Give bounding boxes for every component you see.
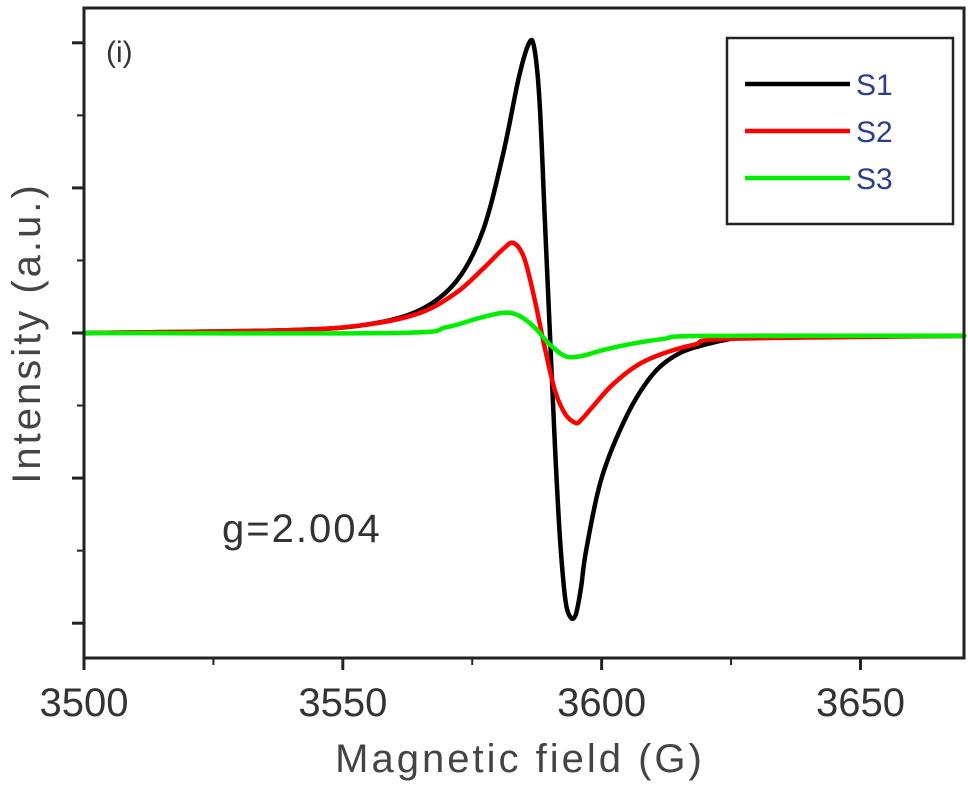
x-tick-label: 3600: [557, 681, 646, 725]
y-axis-title: Intensity (a.u.): [5, 182, 49, 483]
legend: S1 S2 S3: [725, 36, 955, 226]
series-line-s2: [81, 240, 967, 426]
x-tick-label: 3550: [298, 681, 387, 725]
series-line-s3: [81, 310, 967, 360]
legend-label-s1: S1: [856, 69, 893, 102]
series-line-s1: [81, 37, 967, 621]
g-value-annotation: g=2.004: [222, 507, 382, 551]
series-layer: [81, 37, 967, 621]
x-tick-label: 3650: [816, 681, 905, 725]
x-tick-label: 3500: [40, 681, 129, 725]
legend-label-s3: S3: [856, 163, 893, 196]
panel-label: (i): [106, 36, 133, 69]
legend-label-s2: S2: [856, 116, 893, 149]
y-axis: [72, 41, 84, 625]
x-axis-title: Magnetic field (G): [335, 737, 705, 781]
x-axis: 3500 3550 3600 3650: [40, 658, 905, 725]
legend-items: S1 S2 S3: [745, 69, 893, 196]
